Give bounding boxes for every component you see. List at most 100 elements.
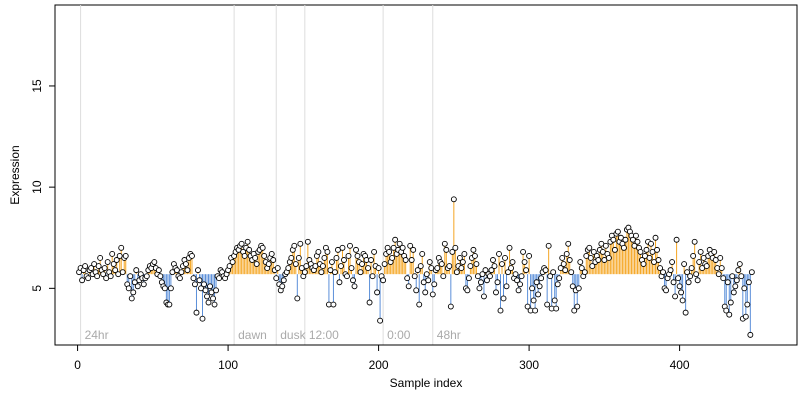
x-tick-label: 0 — [74, 358, 81, 372]
data-point — [675, 275, 682, 282]
data-point — [640, 261, 647, 267]
data-point — [633, 232, 639, 239]
data-point — [694, 277, 701, 284]
data-point — [143, 273, 150, 280]
data-point — [371, 248, 378, 255]
data-point — [261, 253, 268, 259]
data-point — [450, 196, 457, 203]
data-point — [614, 228, 621, 235]
data-point — [95, 263, 102, 270]
data-point — [514, 277, 521, 284]
data-point — [569, 283, 576, 290]
stem-lines — [78, 199, 753, 335]
y-axis-label: Expression — [8, 145, 22, 204]
data-point — [443, 246, 450, 253]
data-point — [735, 267, 742, 274]
data-point — [551, 297, 558, 304]
data-point — [127, 273, 134, 280]
data-point — [285, 265, 292, 272]
data-point — [410, 246, 417, 253]
data-point — [207, 283, 213, 290]
data-point — [574, 303, 581, 310]
data-point — [265, 261, 272, 267]
data-point — [532, 307, 539, 314]
data-point — [297, 240, 304, 247]
data-point — [471, 253, 478, 259]
data-point — [205, 299, 212, 306]
data-point — [347, 242, 353, 249]
data-point — [748, 269, 755, 276]
data-point — [715, 271, 722, 278]
data-point — [727, 299, 734, 306]
data-point — [497, 307, 504, 314]
data-point — [723, 307, 730, 314]
data-point — [586, 244, 593, 251]
data-point — [681, 261, 688, 267]
data-point — [190, 275, 197, 282]
data-point — [133, 267, 140, 274]
data-point — [667, 267, 674, 274]
data-point — [693, 271, 700, 278]
data-point — [88, 265, 95, 272]
data-point — [359, 261, 365, 267]
x-axis: 0 100 200 300 400 — [74, 344, 690, 372]
data-point — [654, 246, 660, 253]
data-point — [452, 244, 459, 251]
data-point — [273, 275, 280, 282]
data-point — [533, 279, 540, 286]
data-point — [109, 250, 116, 257]
data-point — [587, 255, 594, 261]
data-point — [210, 295, 216, 302]
data-point — [304, 238, 311, 245]
time-marker-label: 0:00 — [387, 328, 411, 342]
data-point — [241, 253, 248, 259]
data-point — [672, 293, 679, 300]
data-point — [101, 265, 108, 272]
data-point — [560, 261, 567, 267]
data-point — [732, 283, 739, 290]
data-point — [663, 287, 670, 294]
data-point — [488, 267, 495, 274]
data-point — [338, 263, 344, 270]
data-point — [602, 242, 609, 249]
data-point — [449, 248, 456, 255]
data-point — [211, 301, 218, 308]
data-point — [461, 250, 468, 257]
data-point — [563, 250, 570, 257]
data-point — [339, 244, 346, 251]
data-point — [581, 269, 588, 276]
data-point — [357, 269, 364, 276]
data-point — [465, 275, 472, 282]
time-marker-label: 24hr — [85, 328, 109, 342]
data-point — [480, 293, 487, 300]
data-point — [447, 303, 454, 310]
data-point — [529, 285, 536, 292]
data-point — [229, 259, 236, 265]
y-tick-label: 15 — [30, 79, 44, 93]
data-point — [408, 257, 415, 263]
y-tick-label: 5 — [30, 285, 44, 292]
data-point — [684, 269, 691, 276]
data-point — [571, 307, 578, 314]
data-point — [351, 283, 358, 290]
data-point — [524, 303, 531, 310]
data-point — [730, 289, 737, 296]
data-point — [189, 253, 195, 259]
data-point — [330, 301, 337, 308]
data-point — [476, 285, 483, 292]
data-point — [113, 257, 120, 263]
data-point — [467, 263, 474, 270]
data-point — [484, 277, 490, 284]
data-point — [441, 240, 448, 247]
data-point — [157, 273, 164, 280]
time-marker-label: 48hr — [437, 328, 461, 342]
data-point — [682, 309, 689, 316]
data-point — [199, 315, 206, 322]
data-point — [718, 265, 725, 272]
data-point — [128, 295, 135, 302]
data-point — [575, 285, 582, 292]
data-point — [404, 275, 411, 282]
data-point — [456, 255, 463, 261]
data-point — [505, 269, 511, 276]
x-tick-label: 300 — [519, 358, 539, 372]
